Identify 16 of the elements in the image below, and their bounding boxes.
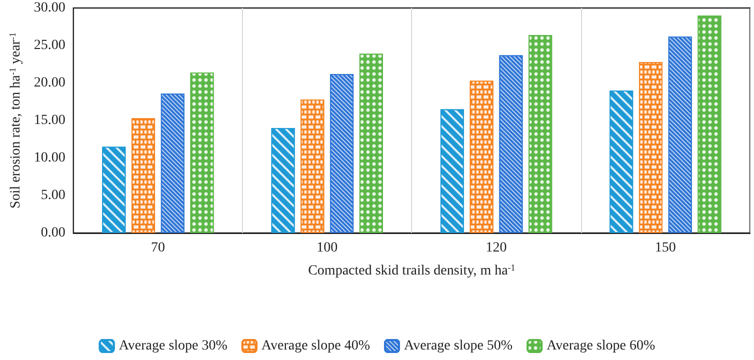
x-tick-label: 70 xyxy=(150,240,165,256)
legend-label: Average slope 50% xyxy=(404,338,513,354)
y-tick-label: 15.00 xyxy=(34,113,66,128)
legend-label: Average slope 40% xyxy=(261,338,370,354)
legend-label: Average slope 30% xyxy=(118,338,228,354)
x-tick-label: 100 xyxy=(316,240,338,256)
legend-label: Average slope 60% xyxy=(546,338,656,354)
x-tick-label: 120 xyxy=(486,240,507,256)
x-tick-label: 150 xyxy=(654,240,676,256)
y-tick-label: 20.00 xyxy=(34,76,66,90)
y-tick-label: 10.00 xyxy=(34,150,66,166)
y-tick-label: 30.00 xyxy=(34,0,66,16)
y-tick-label: 5.00 xyxy=(40,188,66,203)
y-tick-label: 0.00 xyxy=(40,226,66,240)
y-tick-label: 25.00 xyxy=(34,38,66,53)
y-axis-title: Soil erosion rate, ton ha-1 year-1 xyxy=(8,32,24,208)
